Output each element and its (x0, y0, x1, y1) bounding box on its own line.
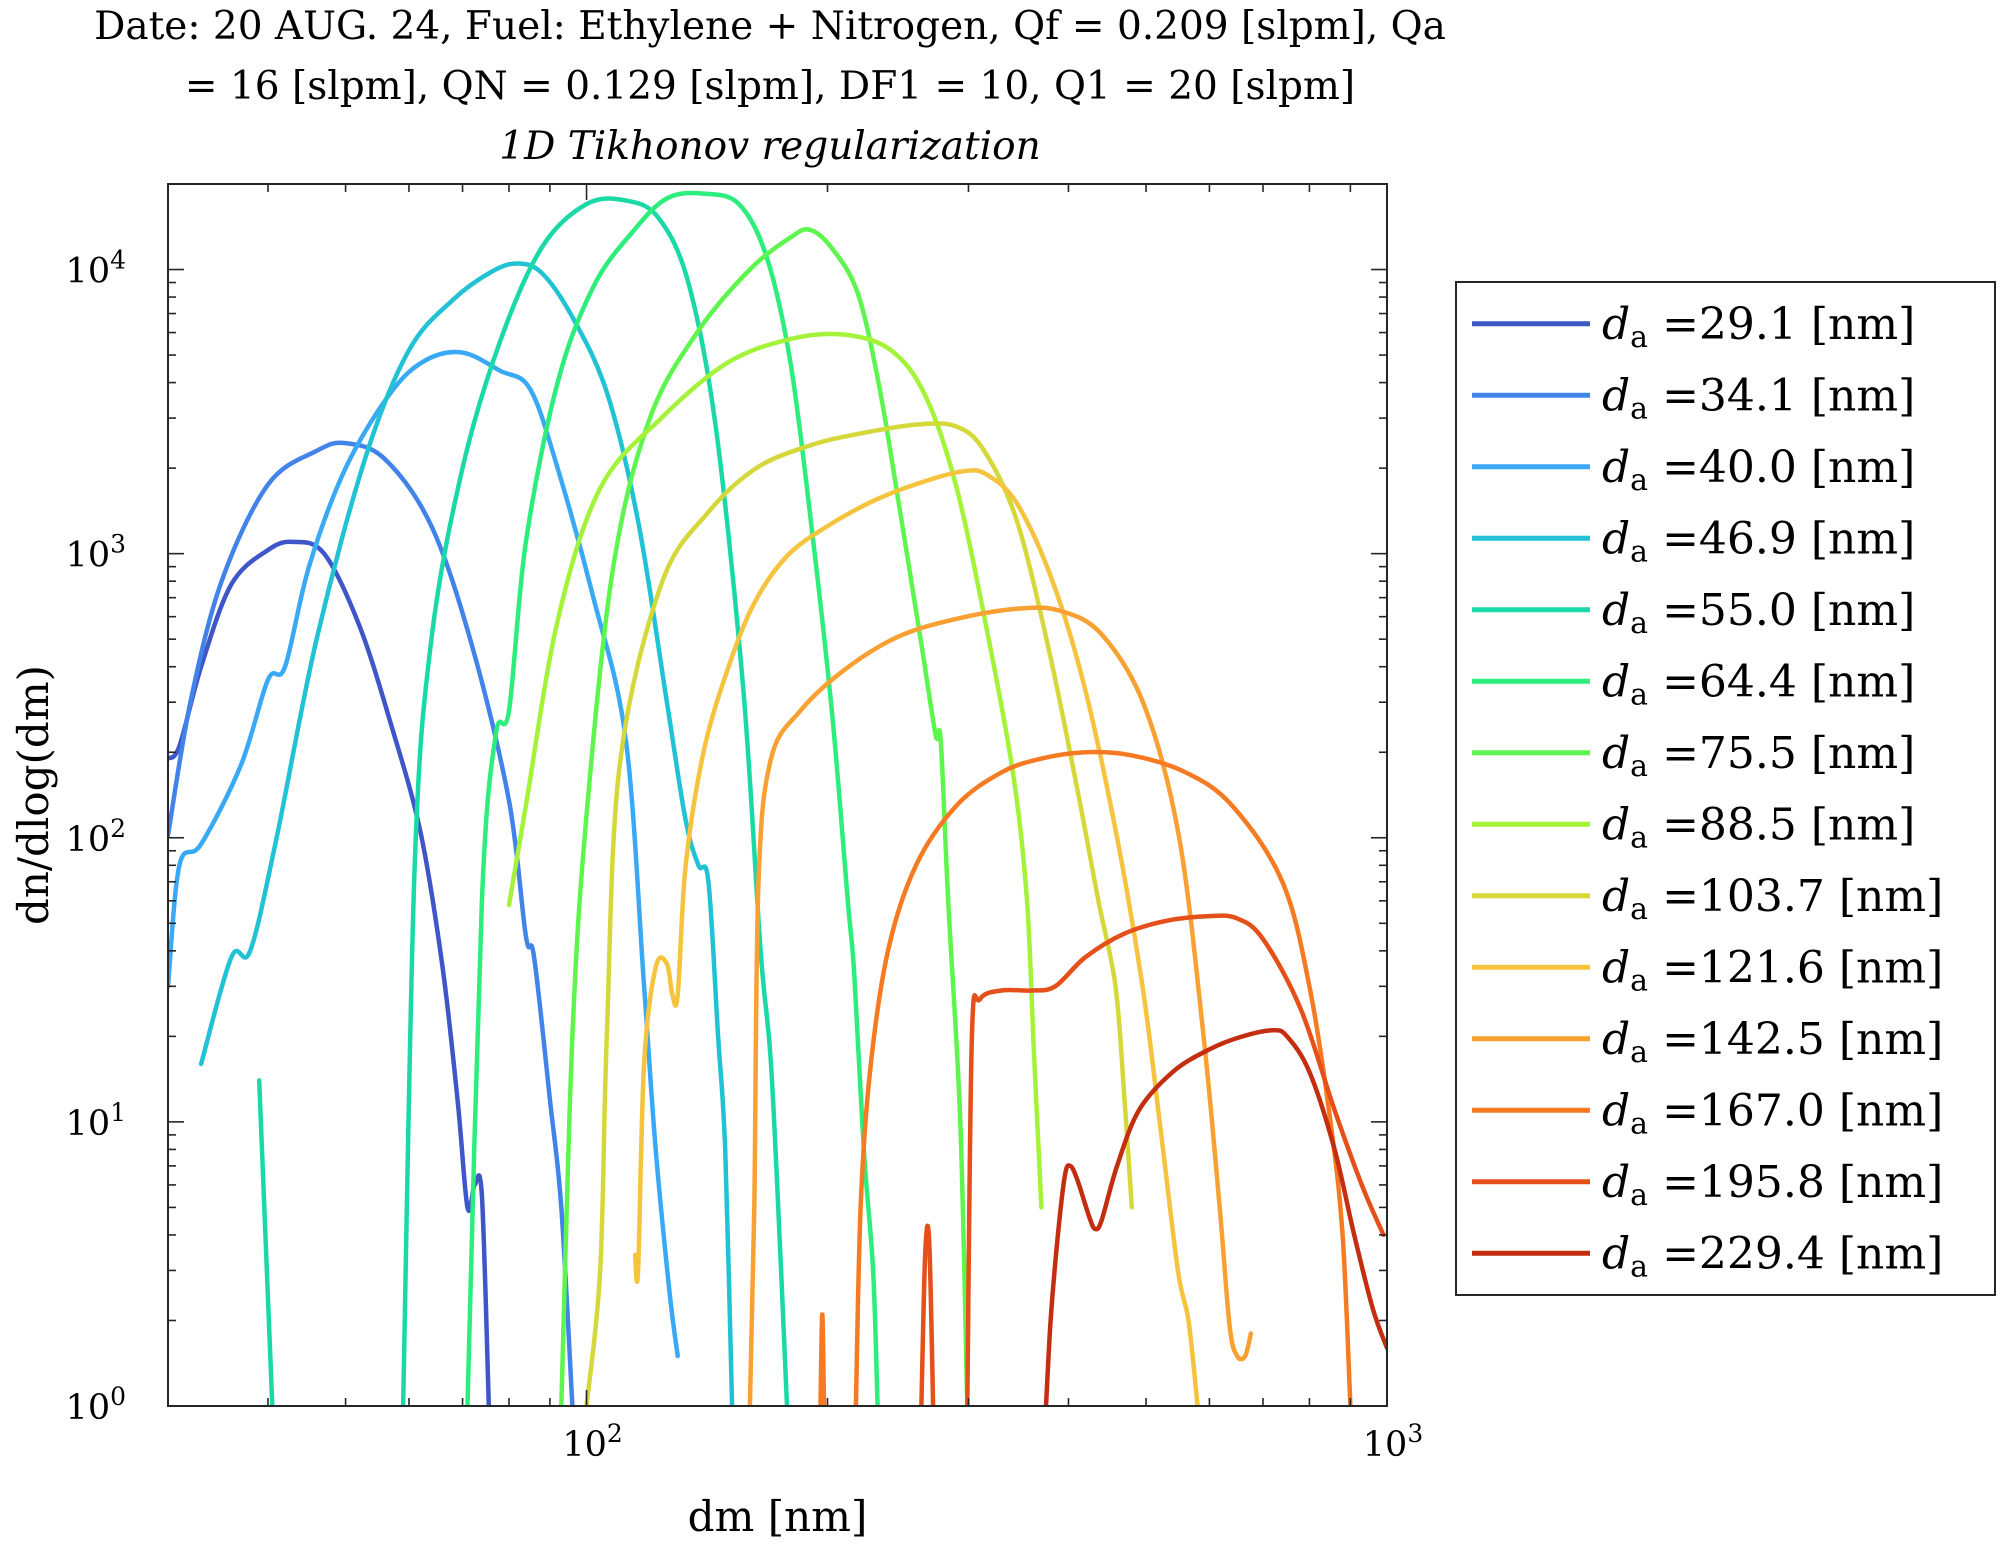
series-line-7 (559, 227, 970, 1406)
series-layer (168, 190, 1387, 1406)
series-line-3 (198, 261, 735, 1406)
legend-label-10: da =142.5 [nm] (1602, 1014, 1943, 1070)
legend-label-6: da =75.5 [nm] (1602, 728, 1915, 784)
y-tick-label-4: 104 (66, 246, 126, 292)
y-axis-label: dn/dlog(dm) (9, 665, 58, 925)
legend-label-1: da =34.1 [nm] (1602, 370, 1915, 426)
series-line-15 (965, 913, 1386, 1406)
series-line-1 (168, 440, 575, 1406)
legend: da =29.1 [nm] da =34.1 [nm] da =40.0 [nm] da =4… (1455, 281, 1996, 1296)
series-line-14 (919, 1223, 936, 1406)
x-tick-label-0: 102 (562, 1419, 622, 1465)
legend-box (1455, 281, 1996, 1296)
chart-subtitle: 1D Tikhonov regularization (499, 124, 1041, 169)
series-line-6 (465, 190, 880, 1406)
chart-title-line-2: = 16 [slpm], QN = 0.129 [slpm], DF1 = 10… (184, 64, 1356, 109)
series-line-8 (506, 331, 1044, 1210)
series-line-0 (168, 539, 492, 1406)
tick-layer: 100 101 102 103 104 102 103 (66, 183, 1423, 1465)
series-line-16 (1043, 1028, 1387, 1406)
legend-label-0: da =29.1 [nm] (1602, 299, 1915, 355)
y-tick-label-3: 103 (66, 530, 126, 576)
legend-items: da =29.1 [nm] da =34.1 [nm] da =40.0 [nm] da =4… (1472, 299, 1943, 1284)
legend-label-2: da =40.0 [nm] (1602, 442, 1915, 498)
legend-label-12: da =195.8 [nm] (1602, 1157, 1943, 1213)
legend-label-11: da =167.0 [nm] (1602, 1085, 1943, 1141)
x-tick-label-1: 103 (1363, 1419, 1423, 1465)
legend-label-5: da =64.4 [nm] (1602, 656, 1915, 712)
series-line-11 (747, 605, 1254, 1406)
legend-label-3: da =46.9 [nm] (1602, 513, 1915, 569)
series-line-9 (584, 421, 1135, 1406)
y-tick-label-1: 101 (66, 1098, 126, 1144)
legend-label-13: da =229.4 [nm] (1602, 1228, 1943, 1284)
series-line-4 (256, 1078, 275, 1406)
y-tick-label-2: 102 (66, 814, 126, 860)
plot-frame (167, 183, 1388, 1407)
series-line-12 (818, 1312, 827, 1406)
legend-label-7: da =88.5 [nm] (1602, 799, 1915, 855)
chart-title-line-1: Date: 20 AUG. 24, Fuel: Ethylene + Nitro… (94, 4, 1446, 49)
legend-label-4: da =55.0 [nm] (1602, 585, 1915, 641)
series-line-2 (168, 349, 680, 1359)
y-tick-label-0: 100 (66, 1382, 126, 1428)
legend-label-9: da =121.6 [nm] (1602, 942, 1943, 998)
legend-label-8: da =103.7 [nm] (1602, 871, 1943, 927)
series-line-5 (400, 196, 790, 1406)
series-line-10 (632, 468, 1200, 1406)
x-axis-label: dm [nm] (688, 1492, 868, 1541)
